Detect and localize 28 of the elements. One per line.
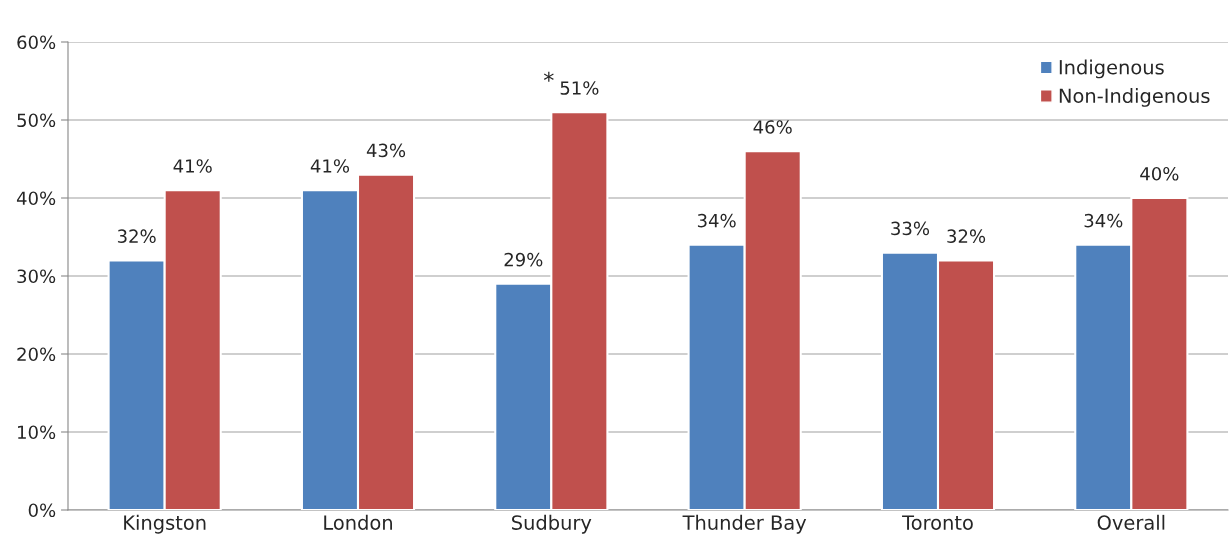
data-label: 40% (1140, 166, 1179, 181)
y-tick-label: 60% (17, 35, 56, 50)
data-label: 29% (504, 252, 543, 267)
data-label: 41% (310, 159, 350, 173)
y-tick-label: 20% (17, 347, 56, 362)
data-label: 43% (366, 143, 406, 158)
data-label: 41% (173, 159, 212, 173)
legend-label: Non-Indigenous (1059, 88, 1210, 107)
x-tick-label: Toronto (902, 515, 973, 530)
data-label: 33% (891, 221, 930, 236)
y-tick-label: 40% (16, 191, 56, 206)
x-tick-label: Sudbury (512, 514, 592, 534)
data-label: 32% (947, 229, 986, 244)
data-label: 32% (117, 229, 156, 244)
annotation: * (543, 71, 554, 82)
y-tick-label: 50% (17, 113, 56, 128)
y-tick-label: 0% (28, 503, 56, 518)
x-tick-label: Kingston (124, 514, 206, 534)
legend-label: Indigenous (1059, 59, 1164, 79)
data-label: 51% (560, 81, 599, 95)
x-tick-label: Thunder Bay (682, 514, 807, 534)
data-label: 46% (753, 120, 792, 134)
y-tick-label: 10% (18, 425, 56, 440)
data-label: 34% (1084, 213, 1123, 228)
y-tick-label: 30% (17, 269, 56, 284)
x-tick-label: Overall (1097, 514, 1165, 530)
x-tick-label: London (324, 514, 392, 530)
data-label: 34% (697, 213, 736, 228)
